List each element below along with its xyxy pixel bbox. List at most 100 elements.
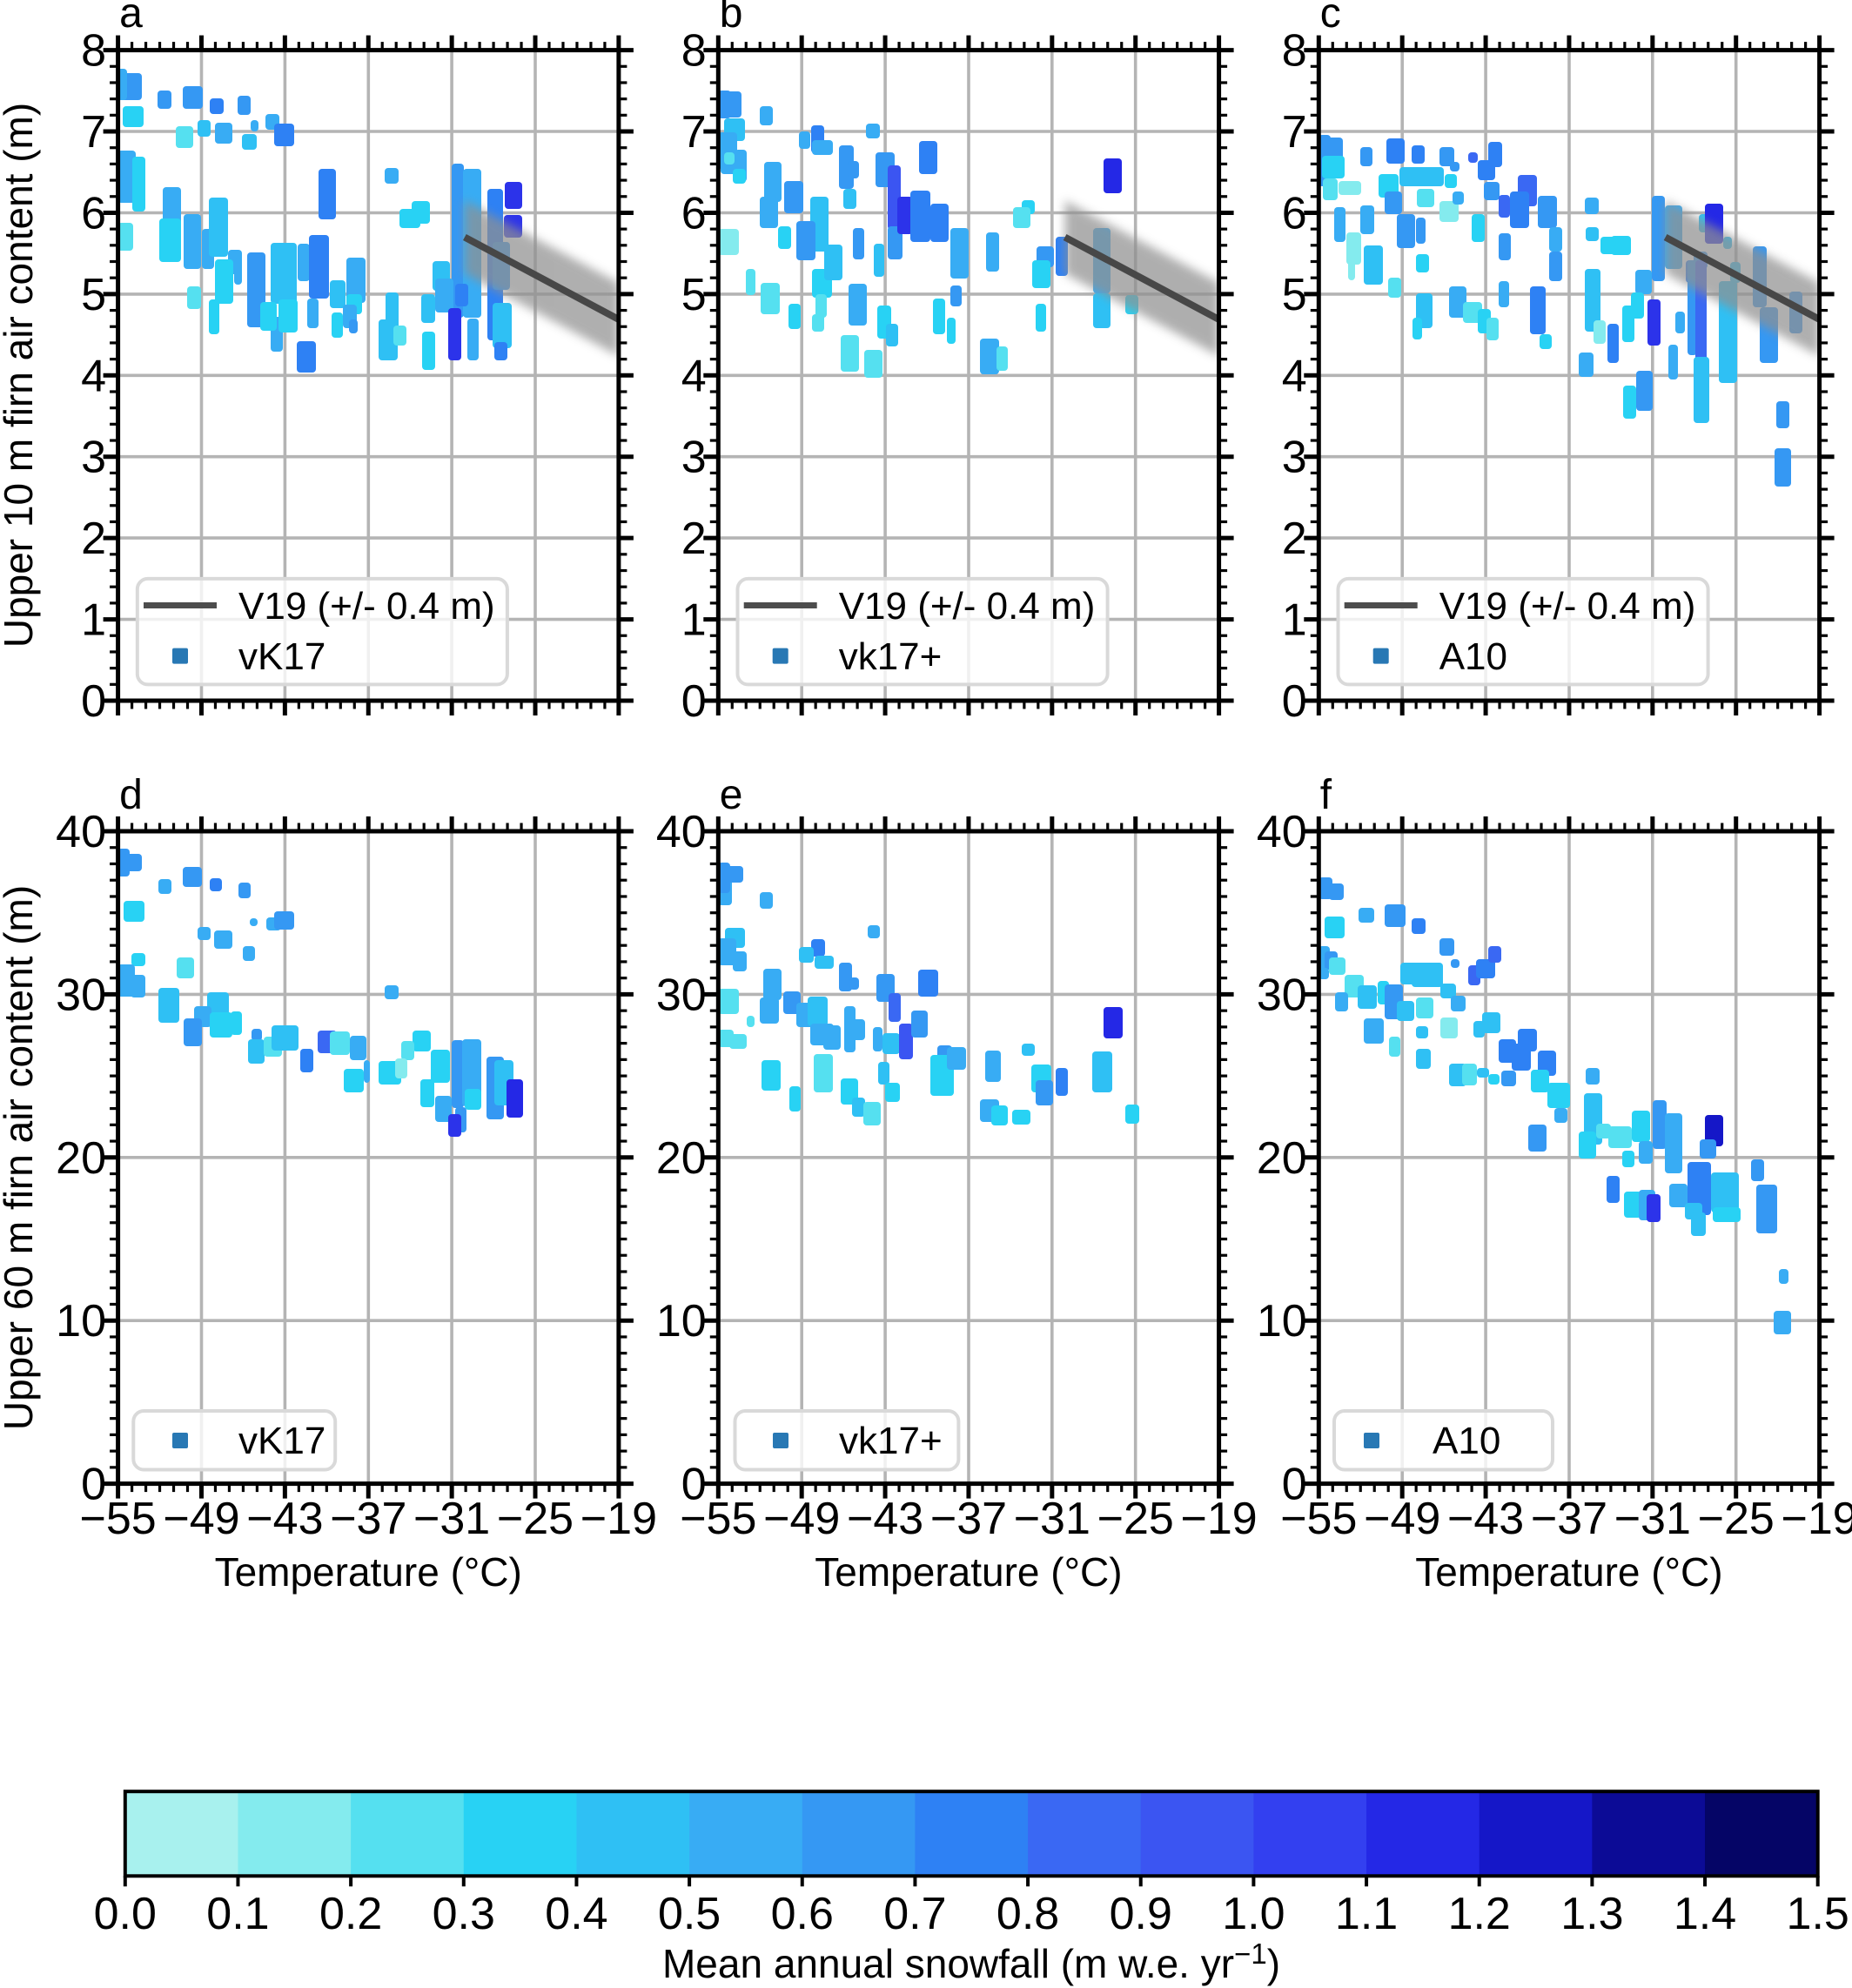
svg-text:0.0: 0.0 [94, 1889, 157, 1939]
svg-text:−25: −25 [1097, 1494, 1174, 1544]
svg-text:7: 7 [81, 107, 106, 158]
svg-text:0: 0 [681, 676, 707, 727]
svg-text:−49: −49 [763, 1494, 840, 1544]
svg-text:0: 0 [1282, 1460, 1307, 1510]
svg-text:V19 (+/- 0.4 m): V19 (+/- 0.4 m) [238, 585, 495, 628]
svg-text:6: 6 [1282, 189, 1307, 239]
svg-text:Temperature (°C): Temperature (°C) [215, 1549, 522, 1595]
svg-text:7: 7 [1282, 107, 1307, 158]
svg-text:8: 8 [1282, 26, 1307, 77]
svg-text:V19 (+/- 0.4 m): V19 (+/- 0.4 m) [839, 585, 1096, 628]
svg-text:−55: −55 [1280, 1494, 1357, 1544]
svg-text:3: 3 [81, 433, 106, 483]
svg-text:−31: −31 [1614, 1494, 1691, 1544]
svg-text:f: f [1320, 772, 1332, 818]
svg-text:0: 0 [1282, 676, 1307, 727]
svg-text:5: 5 [1282, 270, 1307, 320]
svg-text:Upper 60 m firn air content (m: Upper 60 m firn air content (m) [0, 885, 41, 1430]
svg-text:−31: −31 [413, 1494, 490, 1544]
svg-text:−55: −55 [680, 1494, 756, 1544]
svg-text:5: 5 [81, 270, 106, 320]
svg-text:−31: −31 [1014, 1494, 1090, 1544]
svg-text:20: 20 [656, 1133, 707, 1184]
svg-text:0.2: 0.2 [319, 1889, 382, 1939]
svg-text:0.3: 0.3 [433, 1889, 495, 1939]
svg-text:0.9: 0.9 [1110, 1889, 1172, 1939]
svg-text:A10: A10 [1439, 635, 1507, 678]
svg-text:0.4: 0.4 [545, 1889, 607, 1939]
svg-text:vK17: vK17 [238, 635, 325, 678]
svg-text:6: 6 [681, 189, 707, 239]
svg-text:c: c [1320, 0, 1341, 37]
svg-text:1.5: 1.5 [1787, 1889, 1849, 1939]
svg-text:20: 20 [56, 1133, 106, 1184]
svg-text:7: 7 [681, 107, 707, 158]
svg-text:2: 2 [81, 514, 106, 564]
svg-text:30: 30 [1257, 970, 1307, 1020]
svg-text:3: 3 [1282, 433, 1307, 483]
svg-text:10: 10 [656, 1296, 707, 1347]
svg-text:1: 1 [81, 595, 106, 646]
svg-text:−19: −19 [1781, 1494, 1852, 1544]
svg-text:2: 2 [681, 514, 707, 564]
svg-text:V19 (+/- 0.4 m): V19 (+/- 0.4 m) [1439, 585, 1696, 628]
svg-text:−37: −37 [330, 1494, 406, 1544]
svg-text:8: 8 [81, 26, 106, 77]
svg-text:−43: −43 [1447, 1494, 1524, 1544]
svg-text:1: 1 [1282, 595, 1307, 646]
svg-text:2: 2 [1282, 514, 1307, 564]
svg-text:Temperature (°C): Temperature (°C) [1415, 1549, 1722, 1595]
svg-text:3: 3 [681, 433, 707, 483]
svg-text:4: 4 [81, 351, 106, 401]
svg-text:Upper 10 m firn air content (m: Upper 10 m firn air content (m) [0, 103, 41, 648]
svg-text:−43: −43 [847, 1494, 923, 1544]
svg-text:−49: −49 [1364, 1494, 1440, 1544]
svg-text:0: 0 [81, 1460, 106, 1510]
svg-text:−37: −37 [1531, 1494, 1607, 1544]
svg-text:1: 1 [681, 595, 707, 646]
svg-text:8: 8 [681, 26, 707, 77]
svg-text:0: 0 [681, 1460, 707, 1510]
svg-text:6: 6 [81, 189, 106, 239]
svg-text:−19: −19 [1180, 1494, 1257, 1544]
svg-text:vK17: vK17 [238, 1420, 325, 1462]
svg-text:40: 40 [56, 807, 106, 857]
svg-text:20: 20 [1257, 1133, 1307, 1184]
svg-text:−43: −43 [246, 1494, 323, 1544]
svg-text:0.5: 0.5 [658, 1889, 721, 1939]
svg-text:0.1: 0.1 [206, 1889, 269, 1939]
svg-text:Mean annual snowfall (m w.e. y: Mean annual snowfall (m w.e. yr−1) [662, 1938, 1280, 1986]
svg-text:1.0: 1.0 [1222, 1889, 1285, 1939]
svg-text:0.7: 0.7 [883, 1889, 946, 1939]
svg-text:−37: −37 [930, 1494, 1007, 1544]
svg-text:1.4: 1.4 [1674, 1889, 1736, 1939]
svg-text:vk17+: vk17+ [839, 635, 943, 678]
svg-text:4: 4 [681, 351, 707, 401]
svg-text:10: 10 [1257, 1296, 1307, 1347]
svg-text:1.2: 1.2 [1448, 1889, 1511, 1939]
svg-text:4: 4 [1282, 351, 1307, 401]
svg-text:−25: −25 [1698, 1494, 1775, 1544]
svg-text:a: a [119, 0, 143, 37]
svg-text:5: 5 [681, 270, 707, 320]
svg-text:d: d [119, 772, 143, 818]
svg-text:A10: A10 [1433, 1420, 1500, 1462]
svg-text:10: 10 [56, 1296, 106, 1347]
svg-text:0.8: 0.8 [996, 1889, 1059, 1939]
svg-text:0.6: 0.6 [771, 1889, 834, 1939]
svg-text:40: 40 [1257, 807, 1307, 857]
svg-text:−49: −49 [163, 1494, 239, 1544]
svg-text:30: 30 [656, 970, 707, 1020]
svg-text:−25: −25 [497, 1494, 574, 1544]
svg-text:40: 40 [656, 807, 707, 857]
svg-text:e: e [720, 772, 743, 818]
svg-text:b: b [720, 0, 743, 37]
svg-text:1.1: 1.1 [1335, 1889, 1398, 1939]
svg-text:−19: −19 [580, 1494, 657, 1544]
svg-text:vk17+: vk17+ [839, 1420, 943, 1462]
svg-text:0: 0 [81, 676, 106, 727]
svg-text:1.3: 1.3 [1560, 1889, 1623, 1939]
svg-text:30: 30 [56, 970, 106, 1020]
svg-text:Temperature (°C): Temperature (°C) [815, 1549, 1122, 1595]
svg-text:−55: −55 [79, 1494, 156, 1544]
